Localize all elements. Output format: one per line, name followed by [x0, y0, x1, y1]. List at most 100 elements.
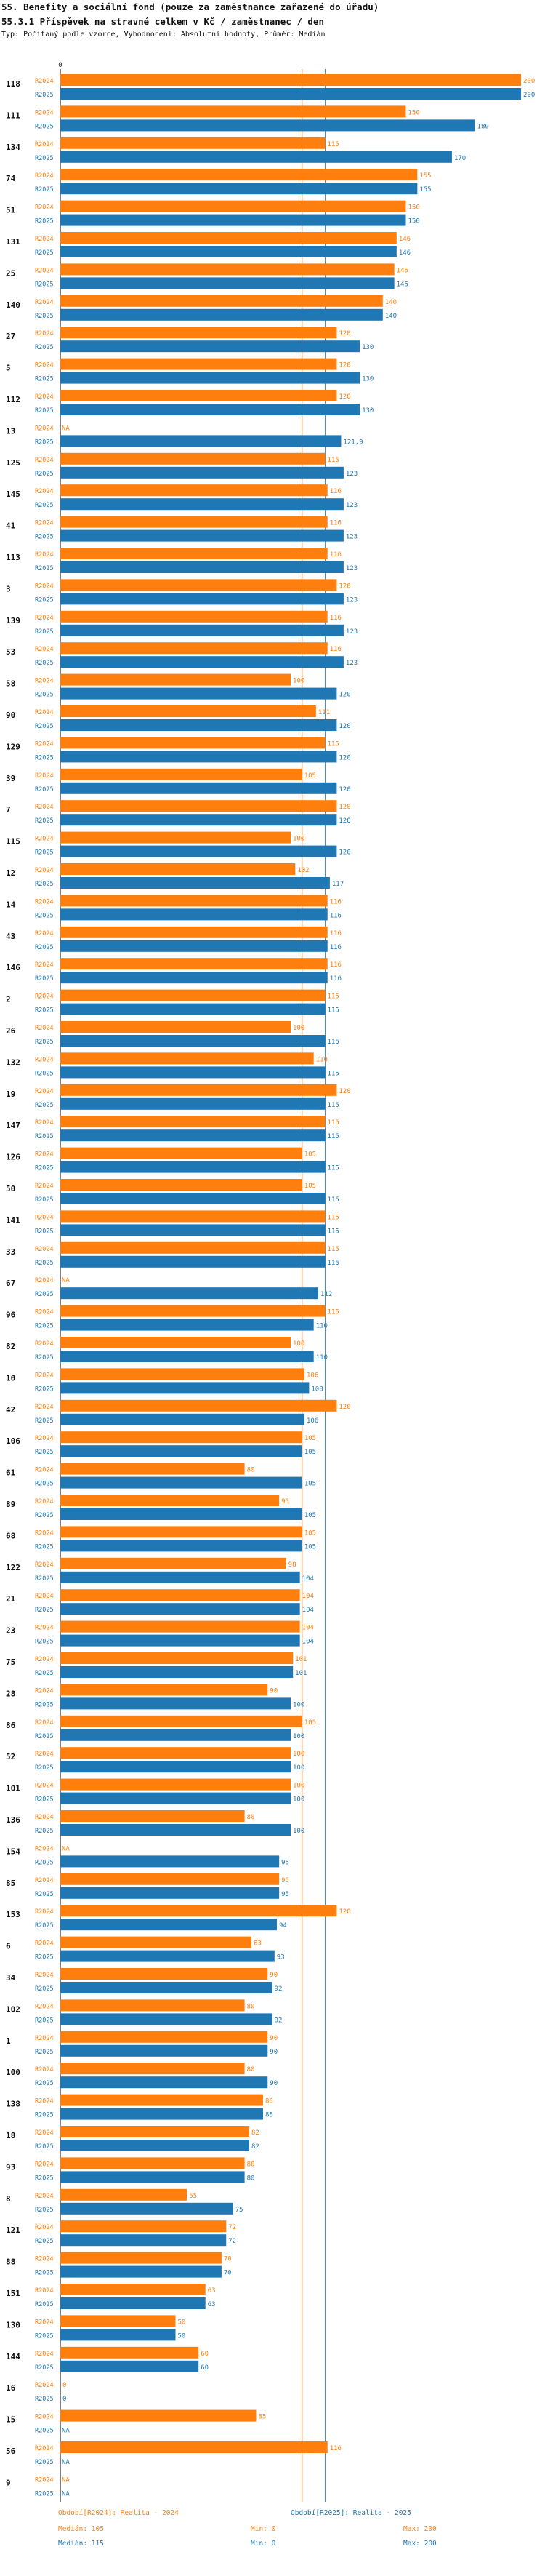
value-label: 120 [339, 754, 350, 761]
series-row-label: R2024 [35, 678, 54, 685]
series-row-label: R2025 [35, 2017, 54, 2024]
series-row-label: R2024 [35, 267, 54, 274]
bar-r2024 [60, 2284, 206, 2295]
series-row-label: R2025 [35, 692, 54, 699]
bar-r2025 [60, 687, 337, 700]
value-label: 200 [523, 78, 535, 85]
bar-r2025 [60, 1287, 319, 1300]
value-label: 101 [295, 1656, 307, 1663]
bar-r2024 [60, 926, 328, 938]
series-row-label: R2025 [35, 1701, 54, 1708]
series-row-label: R2025 [35, 2270, 54, 2277]
value-label: 105 [304, 1183, 316, 1190]
bar-r2025 [60, 498, 344, 511]
bar-r2025 [60, 2329, 176, 2341]
series-row-label: R2025 [35, 1543, 54, 1551]
series-row-label: R2025 [35, 2490, 54, 2497]
axis-tick-label: 0 [58, 62, 62, 69]
value-label: 63 [208, 2301, 216, 2308]
series-row-label: R2025 [35, 2112, 54, 2119]
bar-r2024 [60, 105, 406, 118]
value-label: 120 [339, 817, 350, 825]
series-row-label: R2025 [35, 2080, 54, 2087]
series-row-label: R2025 [35, 1385, 54, 1393]
value-label: 108 [311, 1385, 323, 1393]
series-row-label: R2025 [35, 1764, 54, 1772]
bar-r2025 [60, 404, 360, 415]
legend-r2025-title: Období[R2025]: Realita - 2025 [291, 2509, 411, 2517]
bar-r2024 [60, 1210, 326, 1223]
bar-r2024 [60, 2220, 227, 2233]
value-label: 120 [339, 786, 350, 793]
series-row-label: R2024 [35, 1814, 54, 1821]
bar-r2024 [60, 2157, 245, 2169]
value-label: 82 [251, 2129, 259, 2137]
bar-r2024 [60, 1747, 291, 1759]
value-label: NA [62, 425, 70, 432]
category-label: 14 [6, 900, 16, 909]
bar-r2024 [60, 548, 328, 559]
value-label: 100 [293, 1340, 304, 1348]
value-label: 116 [330, 2445, 342, 2452]
category-label: 132 [6, 1057, 20, 1067]
legend-r2024-median: Medián: 105 [58, 2525, 104, 2533]
bar-r2024 [60, 484, 328, 497]
series-row-label: R2024 [35, 1656, 54, 1663]
bar-r2025 [60, 2013, 272, 2025]
series-row-label: R2025 [35, 1575, 54, 1583]
category-label: 113 [6, 553, 20, 562]
series-row-label: R2024 [35, 2256, 54, 2263]
series-row-label: R2025 [35, 2175, 54, 2182]
series-row-label: R2024 [35, 2414, 54, 2421]
series-row-label: R2025 [35, 1891, 54, 1898]
bar-r2024 [60, 1495, 280, 1506]
bar-r2024 [60, 1147, 302, 1159]
value-label: 88 [265, 2112, 273, 2119]
bar-r2025 [60, 151, 452, 163]
bar-r2024 [60, 2441, 328, 2453]
series-row-label: R2025 [35, 1796, 54, 1804]
value-label: 115 [328, 993, 339, 1001]
series-row-label: R2024 [35, 1025, 54, 1032]
series-row-label: R2025 [35, 628, 54, 636]
value-label: 100 [293, 1025, 304, 1032]
value-label: 55 [189, 2193, 197, 2200]
value-label: 104 [302, 1607, 314, 1614]
category-label: 2 [6, 995, 11, 1004]
series-row-label: R2025 [35, 502, 54, 509]
legend-r2025-max: Max: 200 [403, 2540, 437, 2548]
category-label: 121 [6, 2225, 20, 2235]
series-row-label: R2024 [35, 393, 54, 401]
bar-r2024 [60, 737, 326, 749]
category-label: 112 [6, 395, 20, 404]
category-label: 16 [6, 2383, 16, 2393]
bar-r2024 [60, 863, 296, 875]
bar-r2024 [60, 800, 337, 812]
bar-r2025 [60, 1571, 300, 1583]
bar-r2025 [60, 1255, 326, 1268]
bar-r2025 [60, 2234, 227, 2247]
value-label: 116 [330, 930, 342, 937]
series-row-label: R2024 [35, 1467, 54, 1474]
value-label: NA [62, 2459, 70, 2466]
bar-r2025 [60, 656, 344, 668]
series-row-label: R2024 [35, 520, 54, 527]
value-label: 95 [281, 1859, 289, 1866]
category-label: 82 [6, 1342, 15, 1351]
bar-r2024 [60, 1337, 291, 1348]
category-label: 26 [6, 1026, 16, 1036]
series-row-label: R2024 [35, 204, 54, 212]
bar-r2024 [60, 2063, 245, 2075]
series-row-label: R2025 [35, 723, 54, 730]
series-row-label: R2025 [35, 1639, 54, 1646]
legend-r2024-title: Období[R2024]: Realita - 2024 [58, 2509, 179, 2517]
category-label: 118 [6, 79, 20, 89]
bar-r2025 [60, 1792, 291, 1804]
category-label: 21 [6, 1594, 16, 1604]
category-label: 50 [6, 1184, 15, 1193]
bar-r2024 [60, 2188, 187, 2201]
value-label: 110 [316, 1354, 328, 1361]
value-label: 120 [339, 723, 350, 730]
value-label: 105 [304, 1529, 316, 1537]
series-row-label: R2024 [35, 330, 54, 337]
